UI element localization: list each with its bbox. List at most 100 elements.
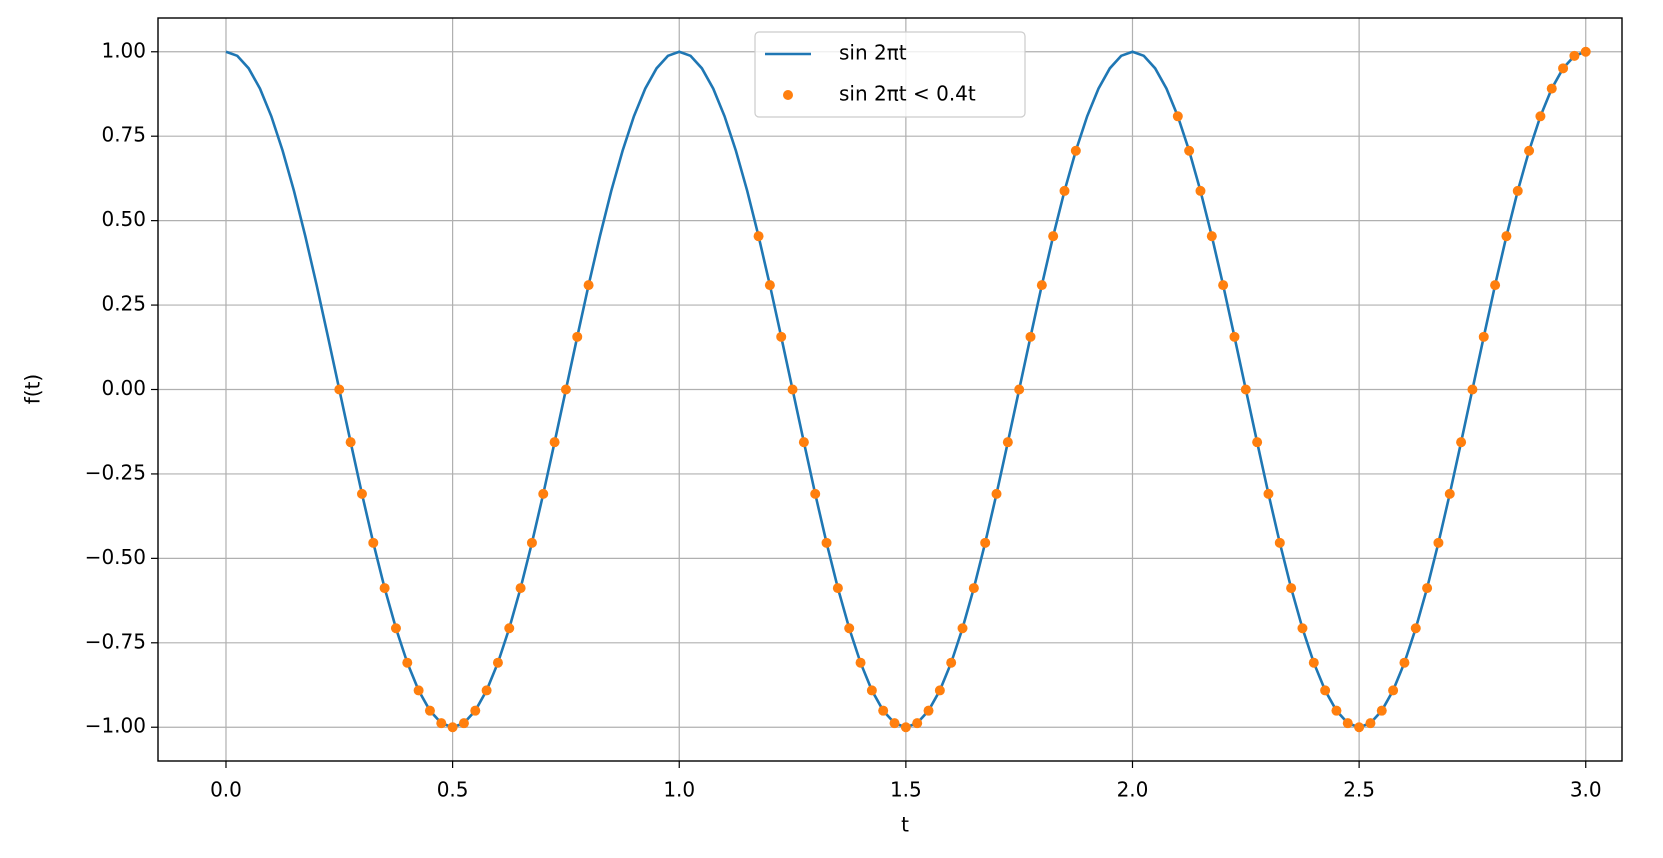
x-tick-label: 3.0 <box>1570 778 1602 802</box>
data-point <box>1206 231 1217 242</box>
data-point <box>549 437 560 448</box>
data-point <box>1331 705 1342 716</box>
y-tick-label: 0.75 <box>101 123 146 147</box>
data-point <box>413 685 424 696</box>
x-tick-label: 1.5 <box>890 778 922 802</box>
legend-label: sin 2πt < 0.4t <box>839 82 976 106</box>
data-point <box>1546 83 1557 94</box>
data-point <box>991 488 1002 499</box>
data-point <box>379 583 390 594</box>
data-point <box>1014 384 1025 395</box>
data-point <box>1535 111 1546 122</box>
data-point <box>1320 685 1331 696</box>
data-point <box>1240 384 1251 395</box>
data-point <box>889 718 900 729</box>
data-point <box>934 685 945 696</box>
data-point <box>878 705 889 716</box>
data-point <box>900 722 911 733</box>
plot-frame <box>157 17 1623 762</box>
x-tick-label: 2.0 <box>1117 778 1149 802</box>
data-point <box>798 437 809 448</box>
data-point <box>1342 718 1353 729</box>
data-point <box>1229 331 1240 342</box>
y-tick-label: 0.25 <box>101 292 146 316</box>
data-point <box>1388 685 1399 696</box>
x-tick-label: 0.0 <box>210 778 242 802</box>
data-point <box>1195 185 1206 196</box>
data-point <box>776 331 787 342</box>
data-point <box>1025 331 1036 342</box>
data-point <box>844 623 855 634</box>
x-tick-label: 0.5 <box>437 778 469 802</box>
data-point <box>1365 718 1376 729</box>
data-point <box>1036 280 1047 291</box>
y-tick-label: 1.00 <box>101 38 146 62</box>
data-point <box>912 718 923 729</box>
data-point <box>1444 488 1455 499</box>
y-tick-label: −1.00 <box>85 714 146 738</box>
data-point <box>1274 537 1285 548</box>
data-point <box>787 384 798 395</box>
data-point <box>1048 231 1059 242</box>
data-point <box>968 583 979 594</box>
data-point <box>368 537 379 548</box>
data-point <box>1286 583 1297 594</box>
data-point <box>1422 583 1433 594</box>
x-tick-label: 2.5 <box>1343 778 1375 802</box>
data-point <box>1524 145 1535 156</box>
data-point <box>810 488 821 499</box>
data-point <box>504 623 515 634</box>
data-point <box>1184 145 1195 156</box>
y-tick-label: −0.25 <box>85 460 146 484</box>
data-point <box>436 718 447 729</box>
data-point <box>1002 437 1013 448</box>
data-point <box>402 657 413 668</box>
x-axis-label: t <box>901 813 909 837</box>
data-point <box>481 685 492 696</box>
data-point <box>923 705 934 716</box>
data-point <box>1490 280 1501 291</box>
data-point <box>447 722 458 733</box>
y-tick-label: 0.50 <box>101 207 146 231</box>
x-tick-label: 1.0 <box>663 778 695 802</box>
data-point <box>855 657 866 668</box>
data-point <box>957 623 968 634</box>
data-point <box>753 231 764 242</box>
data-point <box>345 437 356 448</box>
data-point <box>526 537 537 548</box>
data-point <box>821 537 832 548</box>
data-point <box>1399 657 1410 668</box>
data-point <box>1059 185 1070 196</box>
data-point <box>1218 280 1229 291</box>
data-point <box>1456 437 1467 448</box>
data-point <box>572 331 583 342</box>
data-point <box>1308 657 1319 668</box>
data-point <box>1467 384 1478 395</box>
data-point <box>515 583 526 594</box>
data-point <box>1354 722 1365 733</box>
data-point <box>1433 537 1444 548</box>
data-point <box>1501 231 1512 242</box>
data-point <box>424 705 435 716</box>
y-tick-label: 0.00 <box>101 376 146 400</box>
data-point <box>866 685 877 696</box>
legend: sin 2πt sin 2πt < 0.4t <box>754 31 1026 118</box>
data-point <box>1263 488 1274 499</box>
data-point <box>334 384 345 395</box>
data-point <box>946 657 957 668</box>
data-point <box>1410 623 1421 634</box>
data-point <box>1376 705 1387 716</box>
data-point <box>1070 145 1081 156</box>
legend-label: sin 2πt <box>839 41 907 65</box>
data-point <box>1172 111 1183 122</box>
data-point <box>470 705 481 716</box>
data-point <box>492 657 503 668</box>
data-point <box>1558 63 1569 74</box>
data-point <box>458 718 469 729</box>
data-point <box>1569 50 1580 61</box>
data-point <box>1512 185 1523 196</box>
data-point <box>980 537 991 548</box>
data-point <box>1580 46 1591 57</box>
y-axis-label: f(t) <box>21 374 45 405</box>
